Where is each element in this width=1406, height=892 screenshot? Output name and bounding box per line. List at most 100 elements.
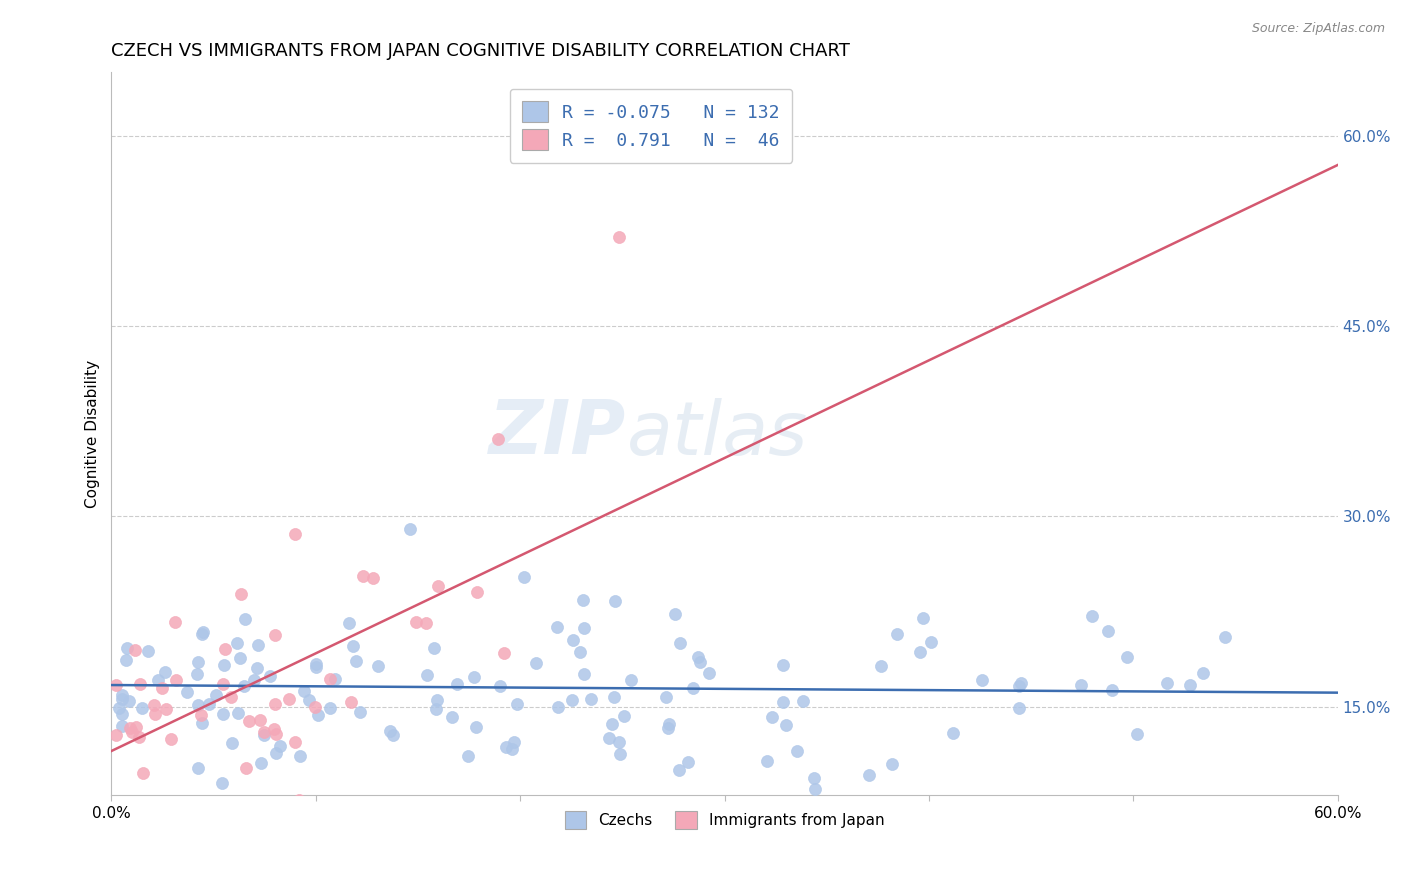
- Point: [211, 676, 233, 690]
- Point: [776, 807, 799, 822]
- Point: [658, 717, 681, 731]
- Point: [212, 657, 235, 672]
- Point: [486, 432, 509, 446]
- Point: [772, 657, 794, 672]
- Point: [381, 728, 404, 742]
- Point: [378, 723, 401, 738]
- Point: [284, 526, 307, 541]
- Point: [187, 655, 209, 669]
- Point: [292, 684, 315, 698]
- Point: [1156, 676, 1178, 690]
- Point: [176, 685, 198, 699]
- Point: [569, 645, 592, 659]
- Point: [132, 766, 155, 780]
- Point: [160, 732, 183, 747]
- Point: [426, 693, 449, 707]
- Point: [269, 739, 291, 753]
- Point: [125, 721, 148, 735]
- Point: [446, 677, 468, 691]
- Point: [1007, 679, 1029, 693]
- Point: [613, 709, 636, 723]
- Point: [304, 700, 326, 714]
- Point: [880, 757, 903, 772]
- Point: [191, 625, 214, 640]
- Point: [191, 715, 214, 730]
- Point: [190, 707, 212, 722]
- Point: [221, 736, 243, 750]
- Point: [115, 653, 138, 667]
- Point: [145, 706, 167, 721]
- Point: [494, 646, 516, 660]
- Point: [264, 727, 287, 741]
- Point: [524, 656, 547, 670]
- Point: [107, 701, 129, 715]
- Text: CZECH VS IMMIGRANTS FROM JAPAN COGNITIVE DISABILITY CORRELATION CHART: CZECH VS IMMIGRANTS FROM JAPAN COGNITIVE…: [111, 42, 851, 60]
- Point: [399, 522, 422, 536]
- Point: [457, 749, 479, 764]
- Point: [503, 735, 526, 749]
- Point: [115, 641, 138, 656]
- Point: [607, 230, 630, 244]
- Point: [129, 677, 152, 691]
- Point: [229, 587, 252, 601]
- Point: [266, 746, 288, 760]
- Point: [202, 796, 225, 810]
- Point: [146, 673, 169, 687]
- Point: [609, 747, 631, 761]
- Point: [572, 592, 595, 607]
- Point: [111, 691, 134, 706]
- Point: [775, 718, 797, 732]
- Point: [344, 654, 367, 668]
- Point: [1192, 666, 1215, 681]
- Point: [238, 714, 260, 729]
- Point: [143, 698, 166, 712]
- Point: [572, 666, 595, 681]
- Point: [111, 719, 134, 733]
- Point: [620, 673, 643, 687]
- Point: [264, 627, 287, 641]
- Point: [250, 756, 273, 771]
- Point: [786, 744, 808, 758]
- Point: [1010, 676, 1032, 690]
- Point: [513, 569, 536, 583]
- Point: [212, 707, 235, 722]
- Point: [187, 698, 209, 712]
- Point: [562, 633, 585, 648]
- Point: [111, 706, 134, 721]
- Point: [803, 772, 825, 786]
- Point: [264, 697, 287, 711]
- Point: [128, 731, 150, 745]
- Point: [697, 665, 720, 680]
- Point: [191, 626, 214, 640]
- Point: [607, 735, 630, 749]
- Point: [323, 672, 346, 686]
- Point: [211, 776, 233, 790]
- Point: [488, 679, 510, 693]
- Point: [405, 615, 427, 629]
- Point: [131, 701, 153, 715]
- Point: [657, 721, 679, 735]
- Point: [249, 713, 271, 727]
- Point: [226, 706, 249, 721]
- Point: [908, 646, 931, 660]
- Point: [340, 695, 363, 709]
- Point: [121, 724, 143, 739]
- Point: [676, 755, 699, 769]
- Point: [246, 660, 269, 674]
- Point: [367, 659, 389, 673]
- Point: [319, 672, 342, 686]
- Point: [337, 615, 360, 630]
- Point: [664, 607, 686, 621]
- Point: [253, 728, 276, 742]
- Point: [463, 670, 485, 684]
- Point: [1008, 701, 1031, 715]
- Point: [233, 612, 256, 626]
- Point: [305, 657, 328, 672]
- Point: [1101, 683, 1123, 698]
- Point: [416, 668, 439, 682]
- Point: [761, 709, 783, 723]
- Point: [942, 726, 965, 740]
- Point: [319, 701, 342, 715]
- Point: [187, 761, 209, 775]
- Point: [298, 693, 321, 707]
